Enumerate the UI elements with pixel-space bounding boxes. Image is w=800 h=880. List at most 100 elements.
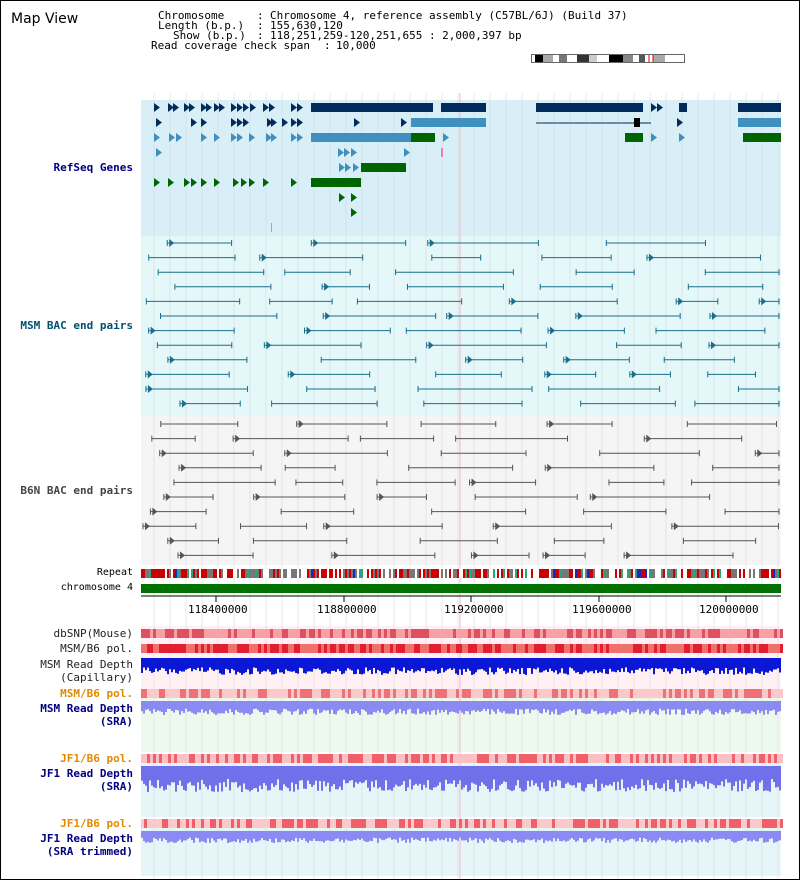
depth-bar xyxy=(399,658,401,671)
depth-bar xyxy=(625,766,627,792)
depth-bar xyxy=(725,701,727,713)
heat-cell xyxy=(723,644,726,653)
depth-bar xyxy=(561,701,563,713)
chromosome-ideogram[interactable] xyxy=(531,54,685,63)
repeat-block xyxy=(685,569,687,578)
heat-cell xyxy=(444,689,447,698)
heat-cell xyxy=(501,629,504,638)
depth-bar xyxy=(629,831,631,840)
repeat-block xyxy=(723,569,725,578)
heat-cell xyxy=(672,754,675,763)
depth-bar xyxy=(513,701,515,714)
heat-cell xyxy=(642,644,645,653)
heat-cell xyxy=(612,629,615,638)
heat-cell xyxy=(369,754,372,763)
heat-cell xyxy=(708,819,711,828)
depth-bar xyxy=(237,658,239,672)
heat-cell xyxy=(537,754,540,763)
heat-cell xyxy=(297,819,300,828)
depth-bar xyxy=(363,766,365,783)
heat-cell xyxy=(258,754,261,763)
heat-cell xyxy=(594,754,597,763)
heat-cell xyxy=(531,689,534,698)
heat-cell xyxy=(579,689,582,698)
heat-cell xyxy=(717,689,720,698)
heat-cell xyxy=(201,819,204,828)
repeat-block xyxy=(629,569,631,578)
heat-cell xyxy=(483,644,486,653)
heat-cell xyxy=(279,629,282,638)
depth-bar xyxy=(371,658,373,675)
repeat-block xyxy=(665,569,667,578)
heat-cell xyxy=(561,819,564,828)
heat-cell xyxy=(501,644,504,653)
heat-cell xyxy=(522,819,525,828)
depth-bar xyxy=(629,658,631,674)
depth-bar xyxy=(461,701,463,713)
heat-cell xyxy=(315,754,318,763)
repeat-block xyxy=(495,569,497,578)
depth-bar xyxy=(559,831,561,842)
depth-bar xyxy=(637,766,639,790)
depth-bar xyxy=(499,701,501,712)
depth-bar xyxy=(199,658,201,672)
heat-cell xyxy=(561,644,564,653)
heat-cell xyxy=(435,819,438,828)
repeat-block xyxy=(587,569,589,578)
repeat-block xyxy=(451,569,453,578)
depth-bar xyxy=(367,701,369,715)
depth-bar xyxy=(333,766,335,785)
depth-bar xyxy=(337,701,339,711)
heat-cell xyxy=(174,754,177,763)
heat-cell xyxy=(687,754,690,763)
depth-bar xyxy=(655,766,657,783)
heat-cell xyxy=(624,754,627,763)
depth-bar xyxy=(319,766,321,782)
heat-cell xyxy=(645,689,648,698)
ideogram-band xyxy=(553,54,559,63)
gene-arrow xyxy=(351,193,357,202)
depth-bar xyxy=(395,766,397,785)
heat-cell xyxy=(378,689,381,698)
ideogram-position-marker xyxy=(648,54,654,63)
depth-bar xyxy=(437,701,439,710)
depth-bar xyxy=(293,831,295,842)
depth-bar xyxy=(155,766,157,788)
depth-bar xyxy=(447,701,449,715)
repeat-block xyxy=(623,569,625,578)
heat-cell xyxy=(381,754,384,763)
depth-bar xyxy=(483,766,485,785)
depth-bar xyxy=(703,831,705,840)
repeat-block xyxy=(769,569,771,578)
depth-bar xyxy=(385,831,387,840)
heat-cell xyxy=(234,644,237,653)
depth-bar xyxy=(407,701,409,710)
depth-bar xyxy=(277,766,279,780)
depth-bar xyxy=(317,766,319,791)
depth-bar xyxy=(769,701,771,711)
repeat-block xyxy=(475,569,477,578)
gene-arrow xyxy=(173,103,179,112)
depth-bar xyxy=(609,766,611,785)
heat-cell xyxy=(201,644,204,653)
heat-cell xyxy=(258,644,261,653)
heat-cell xyxy=(420,629,423,638)
depth-bar xyxy=(353,658,355,675)
depth-bar xyxy=(243,701,245,715)
depth-bar xyxy=(413,831,415,840)
heat-cell xyxy=(459,629,462,638)
depth-bar xyxy=(235,766,237,782)
depth-bar xyxy=(345,831,347,840)
heat-cell xyxy=(567,644,570,653)
heat-cell xyxy=(693,754,696,763)
depth-bar xyxy=(735,701,737,713)
gene-arrow xyxy=(679,133,685,142)
depth-bar xyxy=(721,831,723,839)
heat-cell xyxy=(390,689,393,698)
depth-bar xyxy=(707,766,709,789)
depth-bar xyxy=(479,701,481,712)
heat-cell xyxy=(258,689,261,698)
repeat-block xyxy=(265,569,267,578)
heat-cell xyxy=(621,819,624,828)
